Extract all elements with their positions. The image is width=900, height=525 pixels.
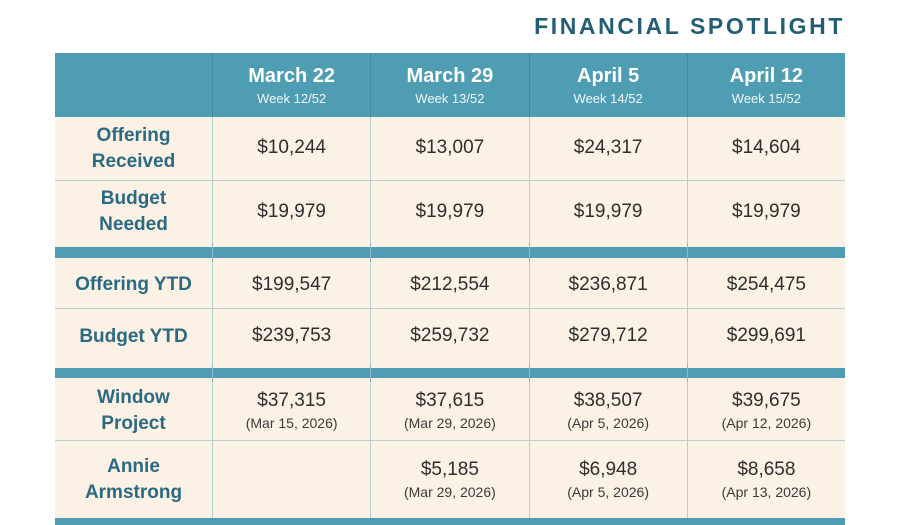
cell-value: $39,675 (732, 390, 801, 412)
cell-value: $37,615 (415, 390, 485, 412)
table-cell: $6,948 (Apr 5, 2026) (528, 440, 687, 518)
table-cell: $199,547 (212, 262, 371, 308)
cell-value: $236,871 (568, 273, 648, 295)
cell-value: $254,475 (726, 273, 806, 295)
section-divider (55, 364, 845, 382)
table-cell: $239,753 (212, 308, 371, 364)
header-cell-april-12: April 12 Week 15/52 (686, 53, 845, 117)
cell-date: (Mar 29, 2026) (403, 415, 496, 431)
cell-value: $199,547 (252, 273, 332, 295)
table-cell: $19,979 (212, 180, 371, 243)
cell-value: $37,315 (257, 390, 326, 412)
column-month: March 29 (406, 64, 494, 87)
table-cell: $37,615 (Mar 29, 2026) (370, 382, 529, 440)
row-label: Budget YTD (79, 325, 188, 347)
cell-value: $5,185 (420, 458, 479, 480)
cell-value: $299,691 (726, 325, 806, 347)
table-cell: $259,732 (370, 308, 529, 364)
table-cell: $10,244 (212, 117, 371, 180)
column-week: Week 12/52 (257, 90, 327, 106)
cell-value: $24,317 (573, 137, 643, 159)
page-title: FINANCIAL SPOTLIGHT (534, 13, 845, 39)
row-label: Annie Armstrong (84, 455, 183, 503)
column-week: Week 14/52 (573, 90, 643, 106)
column-month: April 5 (577, 64, 640, 87)
header-cell-march-29: March 29 Week 13/52 (370, 53, 529, 117)
table-cell: $19,979 (370, 180, 529, 243)
table-cell: $24,317 (528, 117, 687, 180)
table-cell: $254,475 (686, 262, 845, 308)
column-month: March 22 (248, 64, 335, 87)
header-cell-march-22: March 22 Week 12/52 (212, 53, 371, 117)
table-row-annie-armstrong: Annie Armstrong $5,185 (Mar 29, 2026) $6… (55, 440, 845, 518)
table-cell: $19,979 (686, 180, 845, 243)
row-label: Window Project (97, 387, 170, 434)
column-week: Week 15/52 (731, 90, 801, 106)
cell-value: $19,979 (732, 200, 801, 222)
cell-date: (Mar 15, 2026) (245, 415, 338, 431)
table-header-row: March 22 Week 12/52 March 29 Week 13/52 … (55, 53, 845, 117)
table-cell: $19,979 (528, 180, 687, 243)
row-label: Budget Needed (99, 188, 168, 235)
cell-value: $14,604 (732, 137, 801, 159)
row-label-cell: Offering Received (55, 117, 212, 180)
row-label-cell: Annie Armstrong (55, 440, 212, 518)
table-row-offering-received: Offering Received $10,244 $13,007 $24,31… (55, 117, 845, 180)
cell-date: (Apr 12, 2026) (721, 415, 812, 431)
header-corner-cell (55, 53, 212, 117)
cell-value: $10,244 (257, 137, 326, 159)
row-label: Offering Received (91, 124, 176, 172)
cell-date: (Apr 5, 2026) (567, 415, 649, 431)
column-week: Week 13/52 (415, 90, 485, 106)
cell-value: $38,507 (573, 390, 643, 412)
cell-value: $279,712 (568, 325, 648, 347)
column-month: April 12 (729, 64, 804, 87)
bottom-accent-strip (55, 518, 845, 525)
cell-value: $19,979 (573, 200, 643, 222)
table-cell: $39,675 (Apr 12, 2026) (686, 382, 845, 440)
table-cell (212, 440, 371, 518)
table-cell: $279,712 (528, 308, 687, 364)
table-cell: $8,658 (Apr 13, 2026) (686, 440, 845, 518)
cell-date: (Mar 29, 2026) (403, 483, 496, 500)
table-row-offering-ytd: Offering YTD $199,547 $212,554 $236,871 … (55, 262, 845, 308)
table-cell: $236,871 (528, 262, 687, 308)
header-cell-april-5: April 5 Week 14/52 (528, 53, 687, 117)
table-row-budget-ytd: Budget YTD $239,753 $259,732 $279,712 $2… (55, 308, 845, 364)
table-cell: $14,604 (686, 117, 845, 180)
table-cell: $37,315 (Mar 15, 2026) (212, 382, 371, 440)
table-cell: $299,691 (686, 308, 845, 364)
cell-date: (Apr 13, 2026) (721, 483, 812, 500)
section-divider (55, 243, 845, 262)
table-row-budget-needed: Budget Needed $19,979 $19,979 $19,979 $1… (55, 180, 845, 243)
row-label-cell: Window Project (55, 382, 212, 440)
table-cell: $5,185 (Mar 29, 2026) (370, 440, 529, 518)
cell-value: $239,753 (252, 325, 332, 347)
cell-value: $19,979 (415, 200, 485, 222)
cell-value: $212,554 (410, 273, 490, 295)
row-label-cell: Budget Needed (55, 180, 212, 243)
row-label: Offering YTD (75, 274, 192, 296)
cell-value: $19,979 (257, 200, 326, 222)
cell-date: (Apr 5, 2026) (567, 483, 649, 500)
table-cell: $13,007 (370, 117, 529, 180)
table-cell: $212,554 (370, 262, 529, 308)
cell-value: $259,732 (410, 325, 490, 347)
table-row-window-project: Window Project $37,315 (Mar 15, 2026) $3… (55, 382, 845, 440)
cell-value: $6,948 (579, 458, 638, 480)
table-cell: $38,507 (Apr 5, 2026) (528, 382, 687, 440)
cell-value: $13,007 (415, 137, 485, 159)
row-label-cell: Budget YTD (55, 308, 212, 364)
financial-table: March 22 Week 12/52 March 29 Week 13/52 … (55, 53, 845, 525)
row-label-cell: Offering YTD (55, 262, 212, 308)
cell-value: $8,658 (737, 458, 796, 480)
